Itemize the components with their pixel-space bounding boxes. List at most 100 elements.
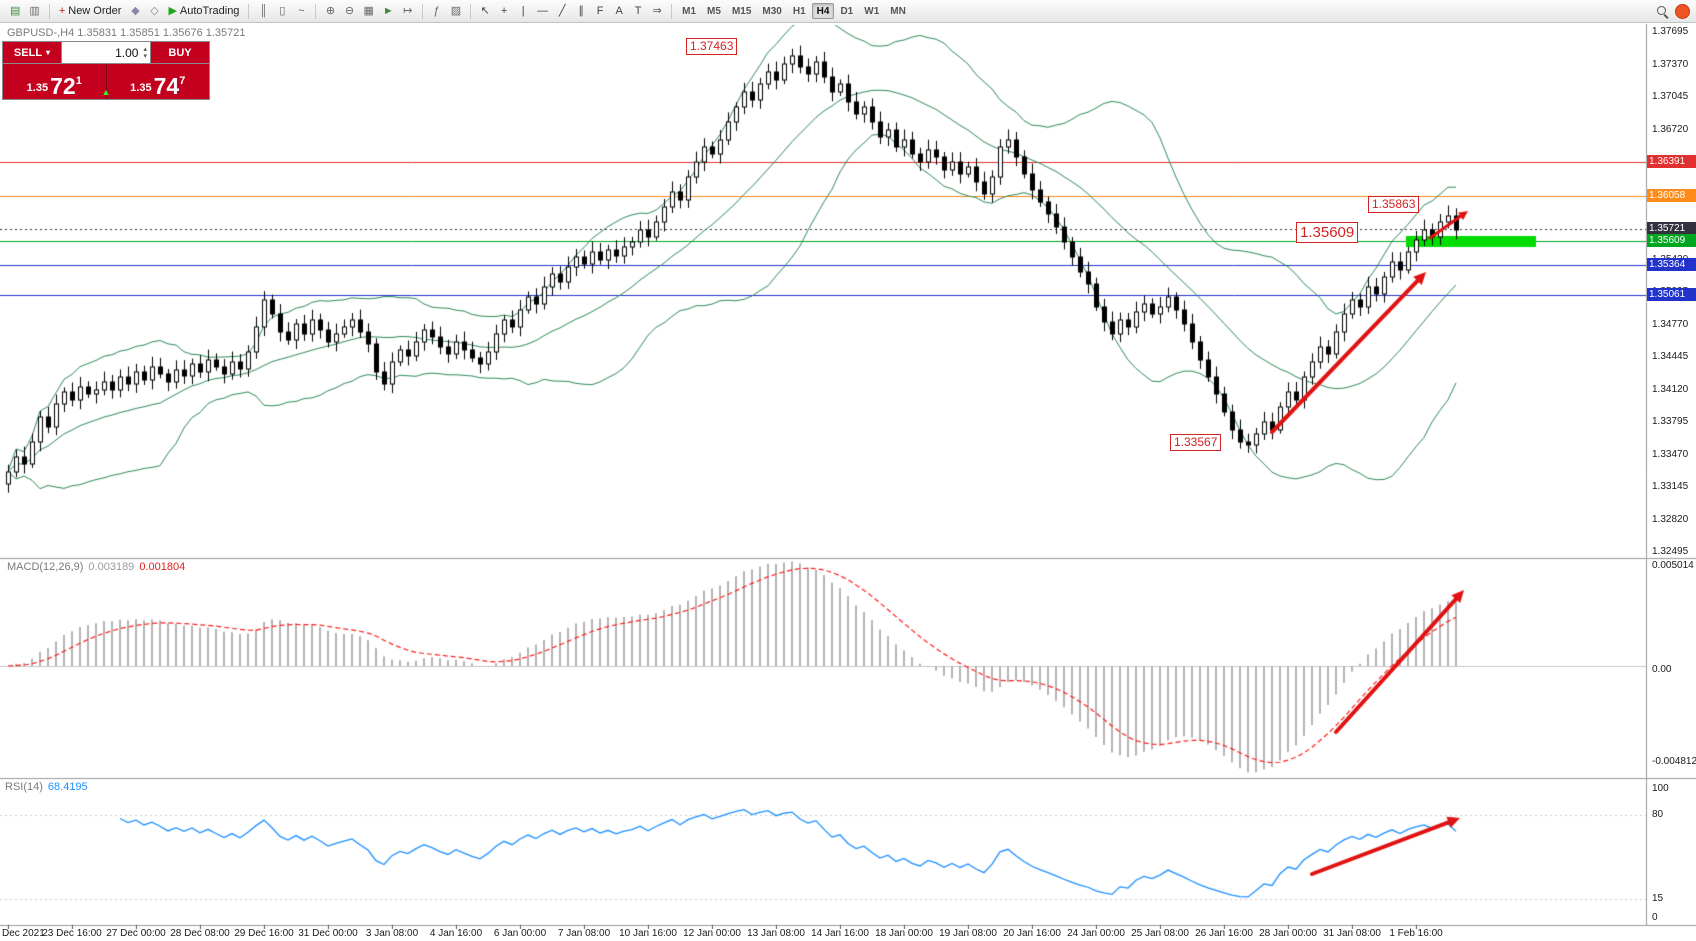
tick-up-icon: ▲ — [101, 87, 111, 97]
zoom-out-icon: ⊖ — [344, 4, 355, 17]
timeframe-button-M15[interactable]: M15 — [727, 3, 756, 19]
toolbar-separator — [470, 3, 472, 19]
autotrading-button-glyph: ▶ — [168, 4, 177, 17]
macd-indicator-label: MACD(12,26,9) 0.003189 0.001804 — [7, 561, 185, 573]
horizontal-line-icon[interactable]: — — [533, 2, 552, 20]
auto-scroll-icon[interactable]: ► — [379, 2, 398, 20]
arrows-tool-icon: ⇒ — [652, 4, 662, 17]
indicators-icon[interactable]: ƒ — [428, 2, 446, 20]
cursor-icon[interactable]: ↖ — [476, 2, 494, 20]
volume-spinner[interactable]: ▴ ▾ — [141, 46, 149, 60]
profiles-icon: ▥ — [29, 4, 40, 17]
timeframe-button-H1[interactable]: H1 — [788, 3, 811, 19]
trendline-icon[interactable]: ╱ — [553, 2, 571, 20]
zoom-in-icon[interactable]: ⊕ — [321, 2, 339, 20]
profiles-icon[interactable]: ▥ — [25, 2, 43, 20]
timeframe-button-H4[interactable]: H4 — [811, 3, 835, 19]
toolbar-separator — [421, 3, 423, 19]
toolbar-separator — [315, 3, 317, 19]
buy-price-pip: 7 — [179, 75, 186, 87]
chart-shift-icon[interactable]: ↦ — [399, 2, 417, 20]
candlestick-chart-type-icon: ▯ — [279, 4, 286, 17]
autotrading-button[interactable]: ▶ AutoTrading — [164, 2, 243, 20]
trendline-icon: ╱ — [558, 4, 566, 17]
sell-button-label: SELL — [13, 46, 43, 59]
text-icon[interactable]: A — [610, 2, 628, 20]
volume-input[interactable]: 1.00 ▴ ▾ — [61, 42, 151, 63]
timeframe-button-MN[interactable]: MN — [885, 3, 911, 19]
autotrading-button-label: AutoTrading — [179, 4, 240, 17]
label-icon: T — [634, 4, 642, 17]
rsi-name: RSI(14) — [5, 781, 43, 793]
crosshair-icon: + — [500, 4, 508, 17]
label-icon[interactable]: T — [629, 2, 647, 20]
horizontal-line-icon: — — [537, 4, 549, 17]
timeframe-button-M1[interactable]: M1 — [677, 3, 701, 19]
zoom-in-icon: ⊕ — [325, 4, 336, 17]
line-chart-type-icon: ~ — [298, 4, 305, 17]
volume-value: 1.00 — [115, 45, 139, 60]
zoom-out-icon[interactable]: ⊖ — [340, 2, 358, 20]
tile-windows-icon: ▦ — [363, 4, 374, 17]
sell-price[interactable]: 1.35 72 1 — [3, 64, 107, 99]
spin-down-icon[interactable]: ▾ — [143, 52, 147, 60]
macd-value-2: 0.001804 — [139, 561, 186, 573]
new-order-button-glyph: + — [58, 4, 66, 17]
text-icon: A — [615, 4, 623, 17]
channel-icon: ∥ — [578, 4, 584, 17]
sell-dropdown-icon[interactable]: ▾ — [46, 48, 51, 57]
toolbar-separator — [248, 3, 250, 19]
templates-icon: ▨ — [450, 4, 462, 17]
buy-price-big: 74 — [153, 73, 180, 99]
new-chart-icon: ▤ — [10, 4, 21, 17]
sell-price-big: 72 — [50, 73, 76, 99]
chart-ohlc-title: GBPUSD-,H4 1.35831 1.35851 1.35676 1.357… — [7, 27, 246, 39]
auto-scroll-icon: ► — [382, 4, 394, 17]
crosshair-icon[interactable]: + — [495, 2, 513, 20]
search-icon[interactable] — [1655, 4, 1670, 19]
bar-chart-type-icon[interactable]: ║ — [254, 2, 272, 20]
timeframe-button-W1[interactable]: W1 — [859, 3, 884, 19]
vertical-line-icon[interactable]: | — [514, 2, 532, 20]
rsi-value: 68.4195 — [47, 781, 88, 793]
sell-price-prefix: 1.35 — [26, 82, 49, 94]
templates-icon[interactable]: ▨ — [447, 2, 465, 20]
toolbar: ▤ ▥ + New Order ◆ ◇ ▶ AutoTrading ║ ▯ ~ ⊕ ⊖ ▦ ► ↦ ƒ ▨ ↖ + | —… — [0, 0, 1696, 23]
sell-button[interactable]: SELL ▾ — [3, 42, 61, 63]
macd-name: MACD(12,26,9) — [7, 561, 84, 573]
mql5-community-icon: ◆ — [131, 4, 140, 17]
buy-price[interactable]: 1.35 74 7 — [106, 64, 209, 99]
fibonacci-icon[interactable]: F — [591, 2, 609, 20]
new-chart-icon[interactable]: ▤ — [6, 2, 24, 20]
mql5-community-icon[interactable]: ◆ — [126, 2, 144, 20]
sell-price-pip: 1 — [75, 75, 82, 87]
toolbar-separator — [671, 3, 673, 19]
line-chart-type-icon[interactable]: ~ — [292, 2, 310, 20]
macd-value-1: 0.003189 — [88, 561, 135, 573]
indicators-icon: ƒ — [433, 4, 440, 17]
one-click-trading-panel: SELL ▾ 1.00 ▴ ▾ BUY 1.35 72 1 ▲ 1.35 74 … — [2, 41, 210, 100]
buy-button[interactable]: BUY — [151, 42, 209, 63]
new-order-button[interactable]: + New Order — [55, 2, 126, 20]
fibonacci-icon: F — [596, 4, 604, 17]
timeframe-button-M5[interactable]: M5 — [702, 3, 726, 19]
buy-price-prefix: 1.35 — [130, 82, 152, 94]
signals-icon: ◇ — [150, 4, 159, 17]
arrows-tool-icon[interactable]: ⇒ — [648, 2, 666, 20]
chart-shift-icon: ↦ — [403, 4, 413, 17]
rsi-indicator-label: RSI(14) 68.4195 — [5, 781, 88, 793]
spin-up-icon[interactable]: ▴ — [143, 45, 147, 53]
channel-icon[interactable]: ∥ — [572, 2, 590, 20]
candlestick-chart-type-icon[interactable]: ▯ — [273, 2, 291, 20]
new-order-button-label: New Order — [68, 4, 122, 17]
notification-badge[interactable] — [1675, 3, 1690, 19]
timeframe-button-D1[interactable]: D1 — [835, 3, 858, 19]
cursor-icon: ↖ — [480, 4, 490, 17]
toolbar-separator — [48, 3, 50, 19]
timeframe-button-M30[interactable]: M30 — [757, 3, 786, 19]
tile-windows-icon[interactable]: ▦ — [359, 2, 377, 20]
bar-chart-type-icon: ║ — [259, 4, 268, 17]
vertical-line-icon: | — [521, 4, 525, 17]
signals-icon[interactable]: ◇ — [145, 2, 163, 20]
